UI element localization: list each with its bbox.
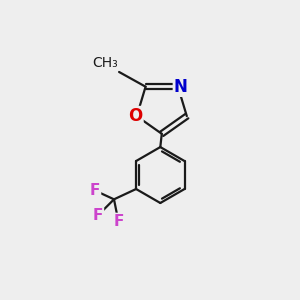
Text: F: F [93,208,103,223]
Text: F: F [113,214,124,229]
Text: N: N [174,78,188,96]
Text: F: F [90,183,100,198]
Text: CH₃: CH₃ [92,56,118,70]
Text: O: O [128,107,142,125]
